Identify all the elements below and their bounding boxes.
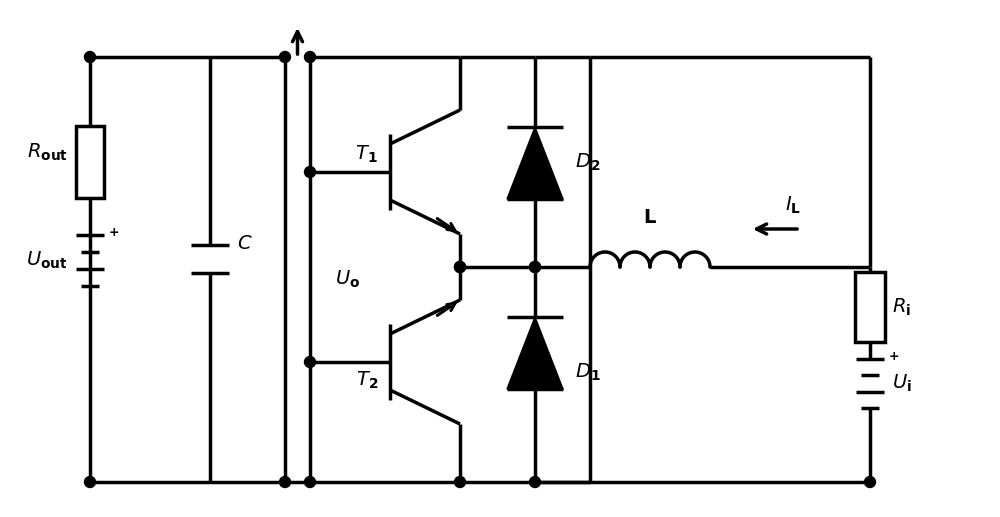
Circle shape [304, 477, 316, 488]
Text: $\mathbf{\mathit{T}}_\mathbf{2}$: $\mathbf{\mathit{T}}_\mathbf{2}$ [356, 369, 378, 391]
Circle shape [304, 52, 316, 63]
Text: $\mathbf{\mathit{D}}_\mathbf{2}$: $\mathbf{\mathit{D}}_\mathbf{2}$ [575, 151, 601, 173]
Circle shape [280, 477, 290, 488]
Circle shape [864, 477, 876, 488]
Circle shape [454, 262, 466, 272]
Text: $\mathbf{\mathit{U}}_\mathbf{o}$: $\mathbf{\mathit{U}}_\mathbf{o}$ [335, 268, 361, 290]
Circle shape [530, 262, 540, 272]
Circle shape [454, 477, 466, 488]
Text: +: + [889, 351, 900, 363]
Text: $\mathbf{\mathit{T}}_\mathbf{1}$: $\mathbf{\mathit{T}}_\mathbf{1}$ [355, 143, 378, 164]
Text: $\mathbf{\mathit{U}}_{\mathbf{out}}$: $\mathbf{\mathit{U}}_{\mathbf{out}}$ [26, 250, 68, 271]
Circle shape [304, 357, 316, 368]
Circle shape [530, 477, 540, 488]
Text: $\mathbf{\mathit{C}}$: $\mathbf{\mathit{C}}$ [237, 235, 253, 253]
Text: +: + [109, 226, 120, 239]
Text: $\mathbf{\mathit{U}}_\mathbf{i}$: $\mathbf{\mathit{U}}_\mathbf{i}$ [892, 373, 912, 394]
Bar [76, 126, 104, 198]
Circle shape [84, 477, 96, 488]
Text: $\mathbf{\mathit{D}}_\mathbf{1}$: $\mathbf{\mathit{D}}_\mathbf{1}$ [575, 361, 601, 383]
Text: $\mathbf{\mathit{R}}_{\mathbf{out}}$: $\mathbf{\mathit{R}}_{\mathbf{out}}$ [27, 141, 68, 163]
Circle shape [530, 262, 540, 272]
Text: $\mathbf{\mathit{R}}_\mathbf{i}$: $\mathbf{\mathit{R}}_\mathbf{i}$ [892, 296, 911, 317]
Polygon shape [507, 127, 563, 199]
Circle shape [454, 262, 466, 272]
Bar [855, 272, 885, 342]
Circle shape [304, 166, 316, 177]
Text: $\mathbf{\mathit{I}}_\mathbf{L}$: $\mathbf{\mathit{I}}_\mathbf{L}$ [785, 195, 801, 216]
Polygon shape [507, 317, 563, 389]
Circle shape [280, 52, 290, 63]
Text: $\mathbf{L}$: $\mathbf{L}$ [643, 208, 657, 227]
Circle shape [84, 52, 96, 63]
